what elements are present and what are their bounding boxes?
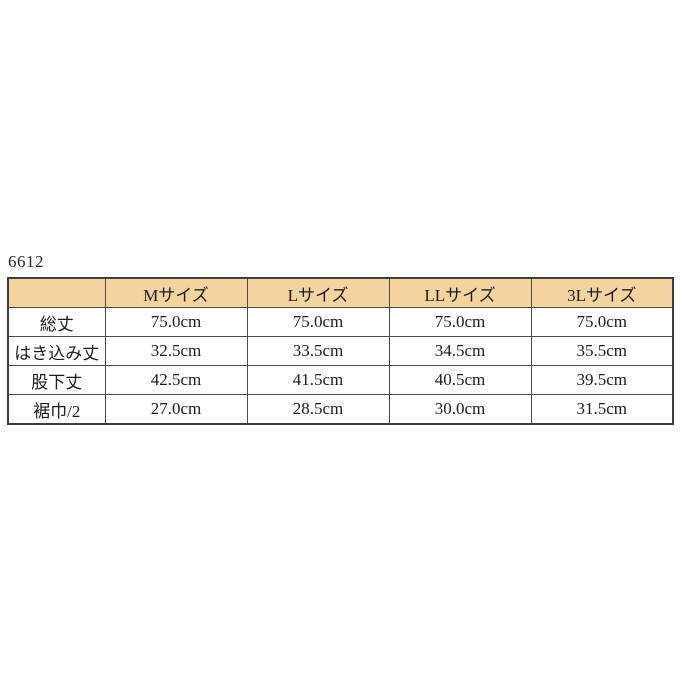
measurement-value-cell: 33.5cm	[246, 336, 390, 366]
table-body: 総丈 75.0cm 75.0cm 75.0cm 75.0cm はき込み丈 32.5cm 33.…	[7, 307, 674, 425]
size-header-cell: Mサイズ	[104, 277, 248, 308]
measurement-value-cell: 30.0cm	[388, 394, 532, 425]
measurement-value-cell: 42.5cm	[104, 365, 248, 395]
table-row: はき込み丈 32.5cm 33.5cm 34.5cm 35.5cm	[7, 336, 674, 366]
size-header-cell: 3Lサイズ	[530, 277, 674, 308]
model-number-label: 6612	[8, 252, 44, 271]
header-row: Mサイズ Lサイズ LLサイズ 3Lサイズ	[7, 277, 674, 308]
measurement-label-cell: 裾巾/2	[7, 394, 106, 425]
size-header-cell: Lサイズ	[246, 277, 390, 308]
measurement-value-cell: 39.5cm	[530, 365, 674, 395]
table-row: 裾巾/2 27.0cm 28.5cm 30.0cm 31.5cm	[7, 394, 674, 425]
measurement-value-cell: 28.5cm	[246, 394, 390, 425]
measurement-value-cell: 34.5cm	[388, 336, 532, 366]
measurement-value-cell: 75.0cm	[246, 307, 390, 337]
size-chart-table: Mサイズ Lサイズ LLサイズ 3Lサイズ 総丈 75.0cm 75.0cm 75.0cm 7…	[7, 277, 674, 425]
measurement-value-cell: 75.0cm	[104, 307, 248, 337]
measurement-value-cell: 35.5cm	[530, 336, 674, 366]
measurement-value-cell: 31.5cm	[530, 394, 674, 425]
table-row: 総丈 75.0cm 75.0cm 75.0cm 75.0cm	[7, 307, 674, 337]
size-header-cell: LLサイズ	[388, 277, 532, 308]
measurement-value-cell: 40.5cm	[388, 365, 532, 395]
measurement-value-cell: 27.0cm	[104, 394, 248, 425]
measurement-value-cell: 75.0cm	[530, 307, 674, 337]
table-row: 股下丈 42.5cm 41.5cm 40.5cm 39.5cm	[7, 365, 674, 395]
measurement-label-cell: 股下丈	[7, 365, 106, 395]
measurement-label-cell: 総丈	[7, 307, 106, 337]
measurement-value-cell: 41.5cm	[246, 365, 390, 395]
measurement-label-cell: はき込み丈	[7, 336, 106, 366]
measurement-value-cell: 32.5cm	[104, 336, 248, 366]
measurement-value-cell: 75.0cm	[388, 307, 532, 337]
corner-cell	[7, 277, 106, 308]
